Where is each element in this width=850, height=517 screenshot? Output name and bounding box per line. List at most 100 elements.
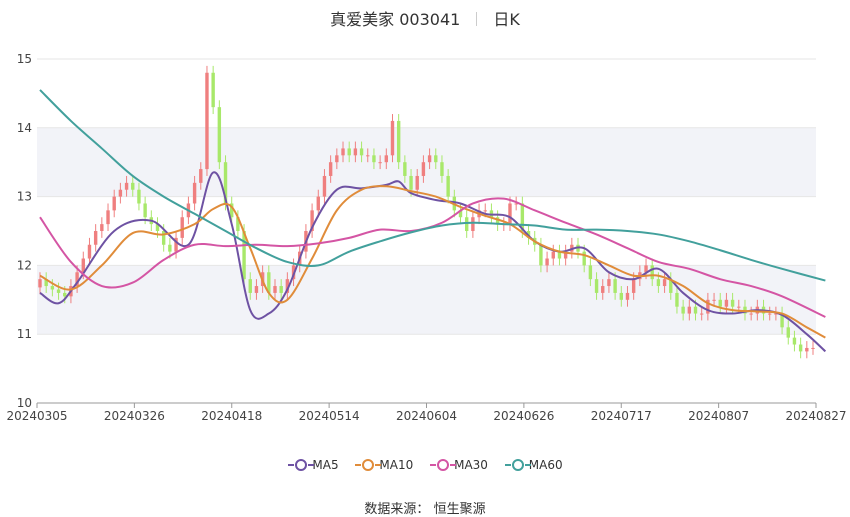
x-tick-label: 20240807 [688, 409, 749, 423]
candle [124, 182, 129, 190]
candle [718, 299, 722, 307]
candle [328, 162, 333, 176]
legend-item-ma30[interactable]: MA30 [429, 458, 488, 472]
candle [675, 292, 679, 307]
candle [341, 148, 345, 156]
candle [693, 306, 698, 314]
candle [619, 292, 623, 300]
ma30-legend-icon [430, 459, 457, 471]
candle [347, 148, 351, 156]
candle [805, 347, 809, 352]
candle [180, 217, 184, 238]
candle [582, 251, 586, 266]
x-tick-label: 20240326 [104, 409, 165, 423]
candle [378, 162, 382, 164]
candle [335, 155, 339, 163]
candle [211, 72, 215, 108]
candle [242, 231, 246, 280]
candle [446, 175, 450, 197]
candle [774, 313, 778, 315]
candle [458, 210, 463, 218]
candle [279, 286, 283, 293]
candle [792, 337, 797, 345]
ma60-line [39, 89, 826, 282]
candle [44, 279, 48, 287]
candle [768, 313, 772, 315]
candle [100, 224, 104, 231]
candle [780, 313, 784, 328]
candle [112, 196, 116, 211]
candle [267, 272, 271, 293]
candle [310, 210, 314, 231]
candle [409, 175, 413, 190]
legend: MA5 MA10 MA30 MA60 [0, 458, 850, 472]
candle [87, 244, 92, 259]
candle [434, 155, 438, 163]
candle [563, 251, 568, 259]
candle [607, 279, 611, 287]
candle [483, 210, 487, 212]
candle [205, 72, 209, 170]
candle [161, 231, 166, 245]
candle [712, 299, 716, 301]
candle [508, 203, 512, 225]
candle [415, 175, 419, 190]
legend-item-ma5[interactable]: MA5 [287, 458, 339, 472]
candle [724, 299, 729, 307]
legend-item-ma10[interactable]: MA10 [354, 458, 413, 472]
ma60-legend-icon [504, 459, 531, 471]
candle [316, 196, 320, 211]
candle [93, 231, 98, 245]
candle [223, 162, 228, 204]
candle [155, 224, 160, 231]
grid-band [37, 265, 816, 335]
data-source: 数据来源： 恒生聚源 [0, 498, 850, 517]
candle [601, 286, 605, 293]
period-label: 日K [493, 10, 520, 29]
candle [440, 162, 444, 176]
candle [681, 306, 685, 314]
x-tick-label: 20240827 [785, 409, 846, 423]
candle [56, 289, 61, 293]
candle [285, 279, 290, 293]
x-tick-label: 20240604 [396, 409, 457, 423]
candle [390, 120, 395, 156]
candle [372, 155, 376, 163]
candle [254, 286, 259, 293]
candle [143, 203, 147, 218]
candle [737, 306, 741, 308]
candle [366, 155, 370, 157]
candle [551, 251, 555, 259]
stock-title: 真爱美家 003041 [330, 10, 461, 29]
candle [131, 182, 135, 190]
candle [495, 217, 500, 225]
candle [273, 286, 277, 293]
x-tick-label: 20240626 [493, 409, 554, 423]
candle [749, 313, 753, 315]
candle [798, 344, 803, 352]
candle [631, 279, 636, 293]
candle [359, 148, 364, 156]
candle [63, 292, 67, 297]
candle [730, 299, 735, 307]
y-tick-label: 11 [17, 327, 32, 341]
candle [236, 217, 240, 231]
candle [514, 203, 518, 205]
legend-item-ma60[interactable]: MA60 [504, 458, 563, 472]
candle [137, 189, 141, 204]
source-name: 恒生聚源 [433, 502, 486, 517]
candle [106, 210, 110, 225]
candle [217, 107, 222, 163]
y-tick-label: 14 [17, 121, 32, 135]
candle [396, 120, 401, 163]
y-tick-label: 13 [17, 190, 32, 204]
candle [656, 279, 661, 287]
candle [669, 279, 673, 293]
candle [539, 244, 543, 266]
candle [650, 265, 654, 280]
x-tick-label: 20240418 [201, 409, 262, 423]
candle [50, 286, 55, 290]
x-tick-label: 20240305 [6, 409, 67, 423]
candle [613, 279, 617, 293]
candle [75, 272, 79, 287]
